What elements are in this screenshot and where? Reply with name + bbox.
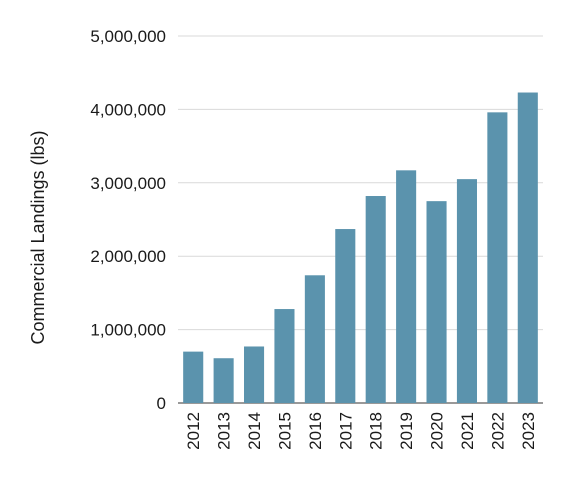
bar-2012 [183,351,204,403]
bar-2021 [456,179,477,403]
y-tick-label: 4,000,000 [90,100,166,119]
y-tick-labels: 0 1,000,000 2,000,000 3,000,000 4,000,000 5,0… [90,27,166,413]
x-tick-label: 2023 [519,412,538,450]
x-tick-label: 2015 [275,412,294,450]
gridlines [178,35,543,404]
y-axis-title: Commercial Landings (lbs) [28,130,48,344]
x-tick-label: 2018 [367,412,386,450]
y-tick-label: 0 [157,394,166,413]
x-tick-label: 2021 [458,412,477,450]
bar-2020 [426,201,447,403]
y-tick-label: 3,000,000 [90,174,166,193]
bar-2022 [487,112,508,403]
y-tick-label: 2,000,000 [90,247,166,266]
bar-2023 [517,92,538,403]
x-tick-label: 2022 [488,412,507,450]
x-tick-label: 2016 [306,412,325,450]
y-tick-label: 1,000,000 [90,321,166,340]
bar-2015 [274,309,295,403]
x-tick-label: 2017 [336,412,355,450]
bar-2013 [213,358,234,403]
y-tick-label: 5,000,000 [90,27,166,46]
bars [183,92,538,403]
x-tick-labels: 2012 2013 2014 2015 2016 2017 2018 2019 2020 2021… [184,412,538,450]
x-tick-label: 2020 [428,412,447,450]
x-tick-label: 2012 [184,412,203,450]
bar-2014 [244,346,265,403]
bar-2017 [335,229,356,403]
x-tick-label: 2013 [215,412,234,450]
bar-2016 [304,275,325,403]
bar-2019 [396,170,417,403]
x-tick-label: 2019 [397,412,416,450]
x-tick-label: 2014 [245,412,264,450]
bar-2018 [365,196,386,403]
